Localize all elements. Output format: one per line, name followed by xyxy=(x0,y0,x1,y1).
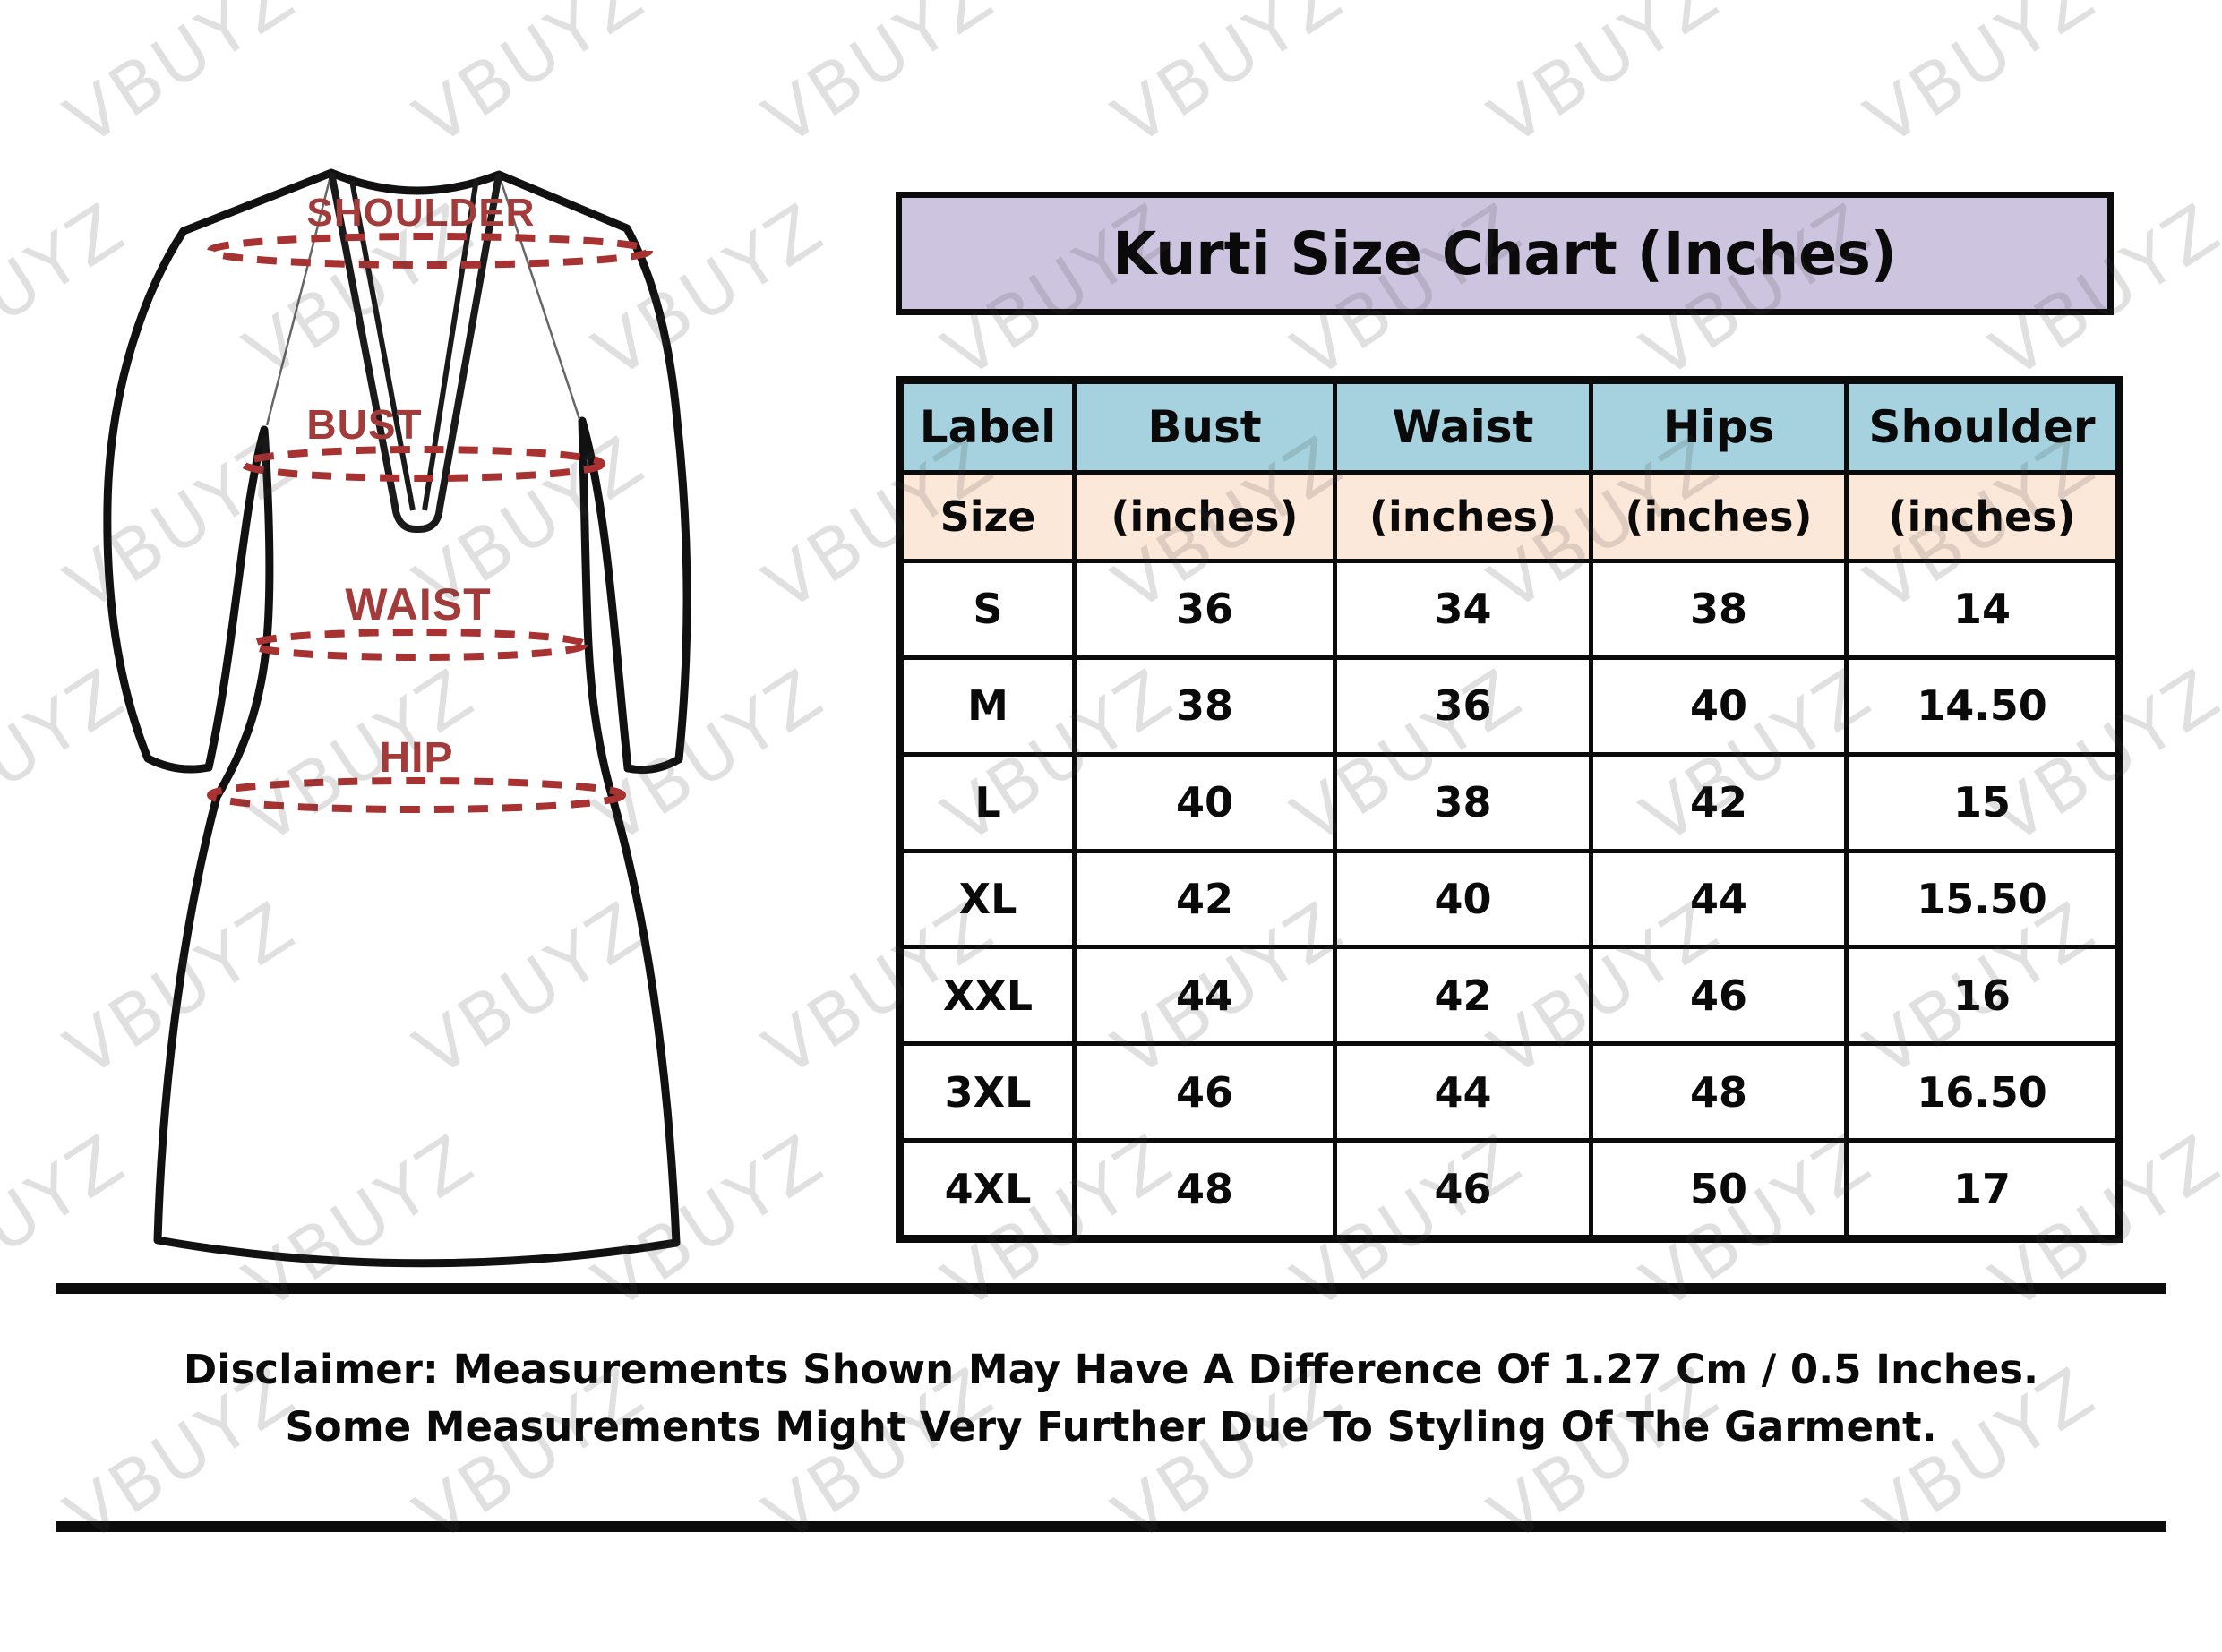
title-banner: Kurti Size Chart (Inches) xyxy=(896,192,2114,315)
measurement-cell: 40 xyxy=(1589,655,1849,757)
measurement-cell: 16 xyxy=(1844,945,2122,1047)
disclaimer-line-2: Some Measurements Might Very Further Due… xyxy=(285,1403,1937,1451)
size-label-cell: 3XL xyxy=(897,1041,1077,1143)
table-row: M 38 36 40 14.50 xyxy=(897,655,2122,757)
column-header-cell: Hips xyxy=(1589,378,1849,475)
shoulder-label: SHOULDER xyxy=(307,191,536,235)
measurement-cell: 36 xyxy=(1333,655,1593,757)
column-header-cell: Shoulder xyxy=(1844,378,2122,475)
measurement-cell: 34 xyxy=(1333,559,1593,660)
measurement-cell: 48 xyxy=(1072,1138,1337,1241)
measurement-cell: 50 xyxy=(1589,1138,1849,1241)
measurement-cell: 42 xyxy=(1072,848,1337,950)
kurti-measurement-diagram: SHOULDER BUST WAIST HIP xyxy=(103,168,691,1268)
table-row: XXL 44 42 46 16 xyxy=(897,945,2122,1047)
column-header-cell: Label xyxy=(897,378,1077,475)
measurement-cell: 44 xyxy=(1589,848,1849,950)
size-label-cell: L xyxy=(897,751,1077,853)
table-header-row: Label Bust Waist Hips Shoulder xyxy=(897,378,2122,475)
disclaimer-line-1: Disclaimer: Measurements Shown May Have … xyxy=(183,1346,2039,1393)
size-label-cell: XXL xyxy=(897,945,1077,1047)
size-table-body: S 36 34 38 14 M 38 36 40 14.50 L 40 38 42 15 XL 42 40 44 15… xyxy=(897,559,2122,1241)
size-label-cell: XL xyxy=(897,848,1077,950)
bust-dash-ellipse xyxy=(240,446,605,482)
hip-dash-ellipse xyxy=(207,777,626,813)
waist-dash-ellipse xyxy=(249,629,588,661)
table-subheader-row: Size (inches) (inches) (inches) (inches) xyxy=(897,470,2122,563)
measurement-cell: 36 xyxy=(1072,559,1337,660)
measurement-cell: 48 xyxy=(1589,1041,1849,1143)
column-header-cell: Waist xyxy=(1333,378,1593,475)
measurement-cell: 40 xyxy=(1333,848,1593,950)
disclaimer: Disclaimer: Measurements Shown May Have … xyxy=(0,1341,2222,1456)
measurement-cell: 15 xyxy=(1844,751,2122,853)
neck-slit-inner-right xyxy=(422,178,479,511)
measurement-cell: 38 xyxy=(1072,655,1337,757)
waist-label: WAIST xyxy=(345,579,491,629)
measurement-cell: 17 xyxy=(1844,1138,2122,1241)
watermark-text: VBUYZ xyxy=(1100,0,1359,162)
column-subheader-cell: Size xyxy=(897,470,1077,563)
divider-bottom xyxy=(56,1521,2166,1532)
shoulder-dash-ellipse xyxy=(207,233,653,269)
bust-label: BUST xyxy=(306,401,422,448)
column-subheader-cell: (inches) xyxy=(1333,470,1593,563)
measurement-cell: 14.50 xyxy=(1844,655,2122,757)
table-row: 3XL 46 44 48 16.50 xyxy=(897,1041,2122,1143)
measurement-cell: 38 xyxy=(1589,559,1849,660)
measurement-cell: 42 xyxy=(1589,751,1849,853)
measurement-cell: 46 xyxy=(1589,945,1849,1047)
measurement-cell: 40 xyxy=(1072,751,1337,853)
column-subheader-cell: (inches) xyxy=(1589,470,1849,563)
watermark-text: VBUYZ xyxy=(1476,0,1735,162)
table-row: 4XL 48 46 50 17 xyxy=(897,1138,2122,1241)
right-shoulder-seam-line xyxy=(497,174,581,420)
page-title: Kurti Size Chart (Inches) xyxy=(1112,218,1897,288)
table-row: XL 42 40 44 15.50 xyxy=(897,848,2122,950)
measurement-cell: 14 xyxy=(1844,559,2122,660)
measurement-cell: 15.50 xyxy=(1844,848,2122,950)
watermark-text: VBUYZ xyxy=(1852,0,2111,162)
divider-top xyxy=(56,1283,2166,1294)
size-table: Label Bust Waist Hips Shoulder Size (inches) (i… xyxy=(896,376,2123,1243)
measurement-cell: 44 xyxy=(1072,945,1337,1047)
table-row: S 36 34 38 14 xyxy=(897,559,2122,660)
measurement-cell: 16.50 xyxy=(1844,1041,2122,1143)
measurement-cell: 42 xyxy=(1333,945,1593,1047)
size-label-cell: S xyxy=(897,559,1077,660)
column-subheader-cell: (inches) xyxy=(1072,470,1337,563)
size-label-cell: 4XL xyxy=(897,1138,1077,1241)
measurement-cell: 46 xyxy=(1072,1041,1337,1143)
table-row: L 40 38 42 15 xyxy=(897,751,2122,853)
measurement-cell: 38 xyxy=(1333,751,1593,853)
column-subheader-cell: (inches) xyxy=(1844,470,2122,563)
column-header-cell: Bust xyxy=(1072,378,1337,475)
measurement-cell: 46 xyxy=(1333,1138,1593,1241)
left-shoulder-seam-line xyxy=(265,172,333,426)
watermark-text: VBUYZ xyxy=(751,0,1009,162)
size-table-head: Label Bust Waist Hips Shoulder Size (inches) (i… xyxy=(897,378,2122,563)
measurement-cell: 44 xyxy=(1333,1041,1593,1143)
garment-outline xyxy=(103,168,691,1268)
hip-label: HIP xyxy=(379,734,453,782)
neck-slit-outer xyxy=(328,172,502,534)
size-label-cell: M xyxy=(897,655,1077,757)
